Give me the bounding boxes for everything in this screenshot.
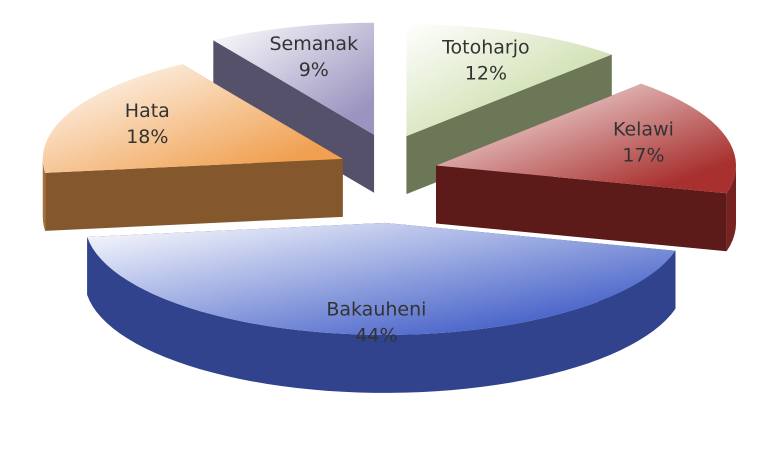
slice-value-label: 17% bbox=[622, 144, 664, 166]
slice bbox=[87, 222, 676, 393]
slice-top bbox=[213, 22, 375, 135]
slice-top bbox=[87, 222, 676, 335]
slice-top bbox=[436, 83, 737, 194]
slice-value-label: 18% bbox=[126, 126, 168, 148]
slice-side bbox=[436, 165, 727, 252]
slice-value-label: 12% bbox=[465, 63, 507, 85]
slice-label: Semanak bbox=[269, 33, 358, 55]
slice-label: Kelawi bbox=[613, 118, 674, 140]
slice-top bbox=[406, 24, 612, 137]
slice-wall bbox=[42, 158, 46, 231]
slice-label: Bakauheni bbox=[326, 299, 426, 321]
slice-top bbox=[42, 64, 343, 173]
slice bbox=[42, 64, 343, 231]
slice-label: Hata bbox=[125, 100, 170, 122]
slice-value-label: 9% bbox=[299, 59, 329, 81]
slice-wall bbox=[87, 236, 676, 393]
slice-value-label: 44% bbox=[355, 325, 397, 347]
slice bbox=[436, 83, 737, 252]
slice-label: Totoharjo bbox=[441, 37, 529, 59]
slice-wall bbox=[726, 165, 737, 252]
slice-side bbox=[45, 158, 343, 231]
